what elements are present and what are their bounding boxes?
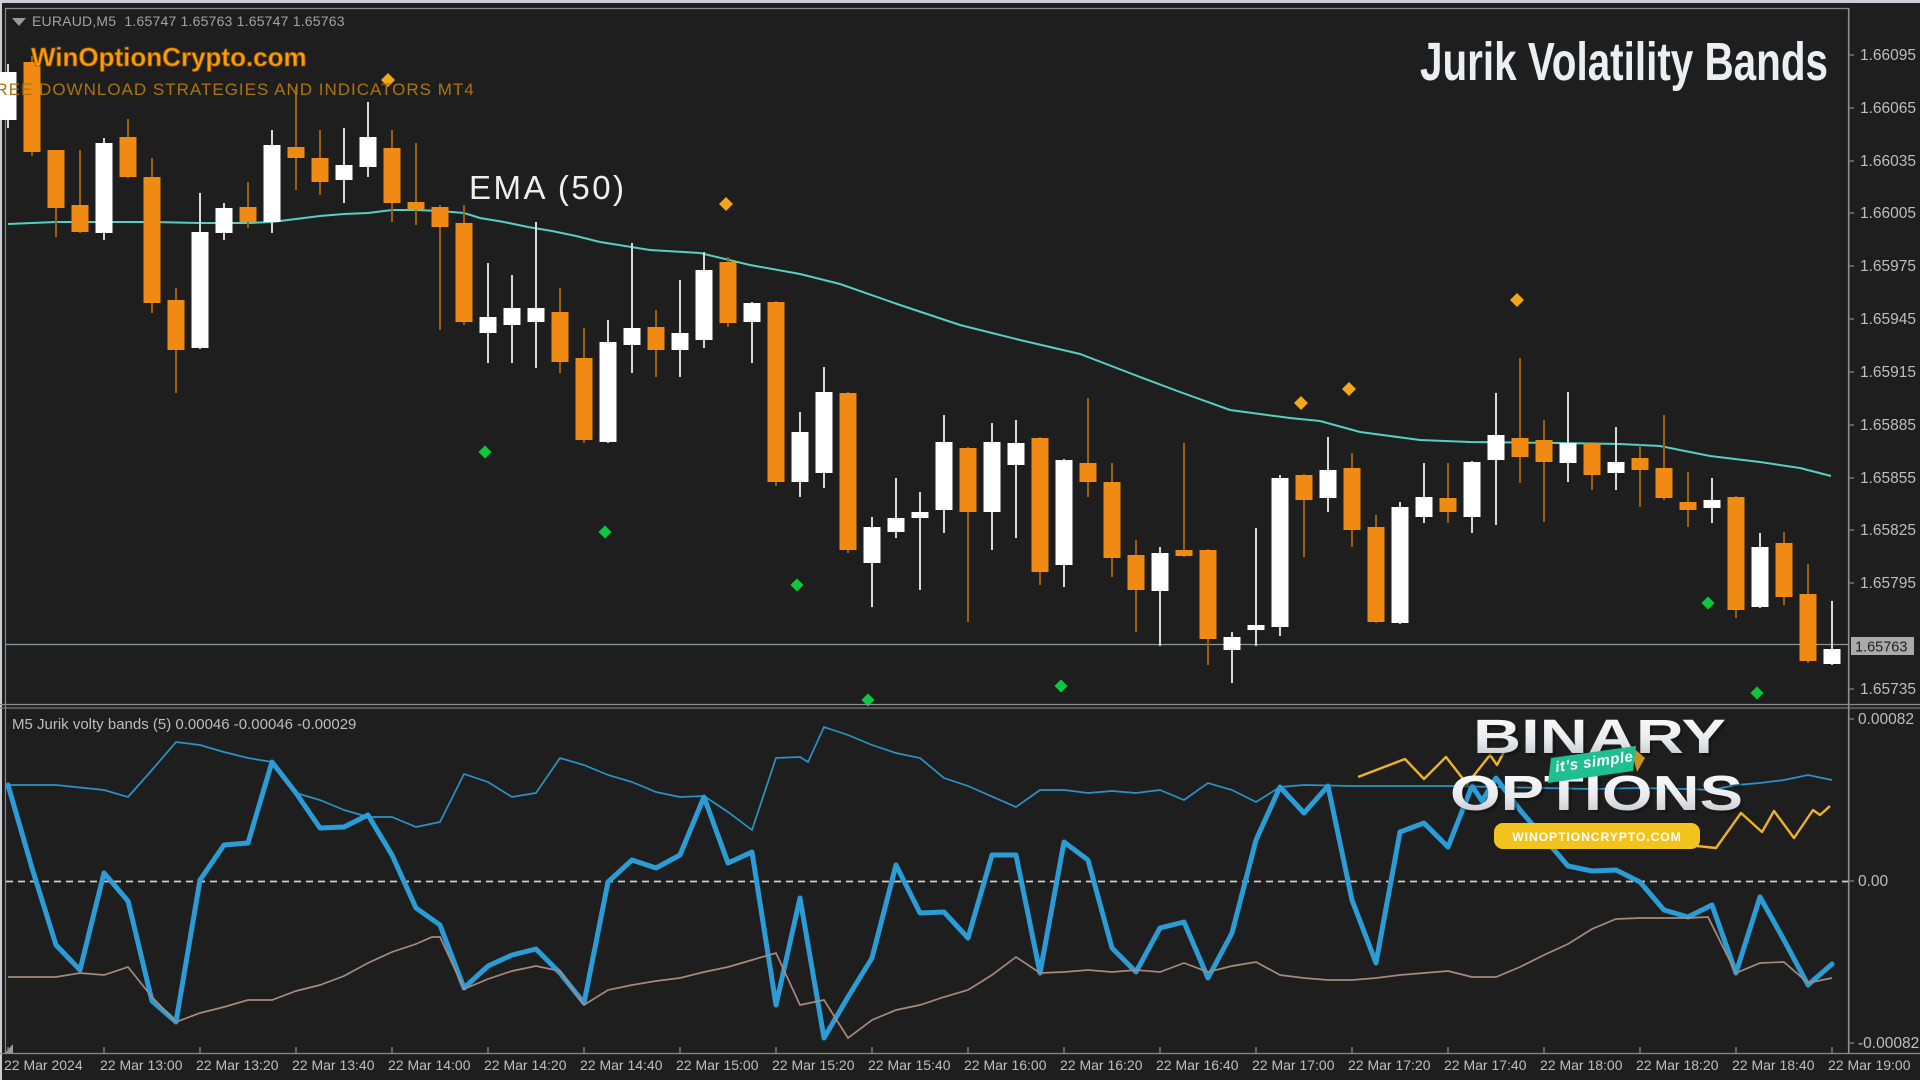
svg-text:0.00082: 0.00082	[1858, 711, 1914, 728]
svg-text:22 Mar 17:00: 22 Mar 17:00	[1252, 1057, 1335, 1073]
svg-text:22 Mar 16:40: 22 Mar 16:40	[1156, 1057, 1239, 1073]
svg-text:1.65825: 1.65825	[1860, 522, 1916, 539]
svg-text:M5 Jurik volty bands (5) 0.000: M5 Jurik volty bands (5) 0.00046 -0.0004…	[12, 716, 356, 733]
svg-text:1.65735: 1.65735	[1860, 681, 1916, 698]
svg-text:EMA (50): EMA (50)	[469, 169, 627, 206]
svg-text:22 Mar 13:00: 22 Mar 13:00	[100, 1057, 183, 1073]
svg-text:22 Mar 13:40: 22 Mar 13:40	[292, 1057, 375, 1073]
svg-text:22 Mar 13:20: 22 Mar 13:20	[196, 1057, 279, 1073]
svg-text:1.65855: 1.65855	[1860, 470, 1916, 487]
svg-text:1.66035: 1.66035	[1860, 153, 1916, 170]
svg-text:22 Mar 14:20: 22 Mar 14:20	[484, 1057, 567, 1073]
svg-text:22 Mar 2024: 22 Mar 2024	[4, 1057, 83, 1073]
svg-text:22 Mar 18:00: 22 Mar 18:00	[1540, 1057, 1623, 1073]
svg-text:WinOptionCrypto.com: WinOptionCrypto.com	[31, 42, 307, 72]
svg-text:1.65885: 1.65885	[1860, 417, 1916, 434]
svg-text:22 Mar 17:40: 22 Mar 17:40	[1444, 1057, 1527, 1073]
svg-text:1.66095: 1.66095	[1860, 47, 1916, 64]
svg-text:1.65795: 1.65795	[1860, 575, 1916, 592]
svg-text:22 Mar 15:00: 22 Mar 15:00	[676, 1057, 759, 1073]
svg-text:22 Mar 14:00: 22 Mar 14:00	[388, 1057, 471, 1073]
svg-text:22 Mar 15:20: 22 Mar 15:20	[772, 1057, 855, 1073]
svg-text:-0.00082: -0.00082	[1858, 1035, 1919, 1052]
svg-text:EURAUD,M5 1.65747 1.65763 1.6: EURAUD,M5 1.65747 1.65763 1.65747 1.6576…	[32, 13, 345, 29]
svg-text:WINOPTIONCRYPTO.COM: WINOPTIONCRYPTO.COM	[1512, 830, 1681, 844]
svg-text:22 Mar 17:20: 22 Mar 17:20	[1348, 1057, 1431, 1073]
svg-text:Jurik Volatility Bands: Jurik Volatility Bands	[1420, 32, 1828, 92]
svg-text:1.65915: 1.65915	[1860, 364, 1916, 381]
svg-text:1.65763: 1.65763	[1855, 640, 1907, 656]
svg-text:22 Mar 15:40: 22 Mar 15:40	[868, 1057, 951, 1073]
svg-text:1.66005: 1.66005	[1860, 205, 1916, 222]
svg-text:22 Mar 16:00: 22 Mar 16:00	[964, 1057, 1047, 1073]
svg-text:22 Mar 19:00: 22 Mar 19:00	[1828, 1057, 1911, 1073]
svg-text:22 Mar 16:20: 22 Mar 16:20	[1060, 1057, 1143, 1073]
svg-text:1.65945: 1.65945	[1860, 311, 1916, 328]
svg-text:OPTIONS: OPTIONS	[1453, 770, 1746, 824]
svg-text:1.65975: 1.65975	[1860, 258, 1916, 275]
svg-text:22 Mar 18:40: 22 Mar 18:40	[1732, 1057, 1815, 1073]
svg-text:1.66065: 1.66065	[1860, 100, 1916, 117]
svg-text:22 Mar 18:20: 22 Mar 18:20	[1636, 1057, 1719, 1073]
svg-text:FREE DOWNLOAD STRATEGIES AND I: FREE DOWNLOAD STRATEGIES AND INDICATORS …	[0, 80, 475, 99]
svg-text:0.00: 0.00	[1858, 873, 1889, 890]
svg-text:22 Mar 14:40: 22 Mar 14:40	[580, 1057, 663, 1073]
